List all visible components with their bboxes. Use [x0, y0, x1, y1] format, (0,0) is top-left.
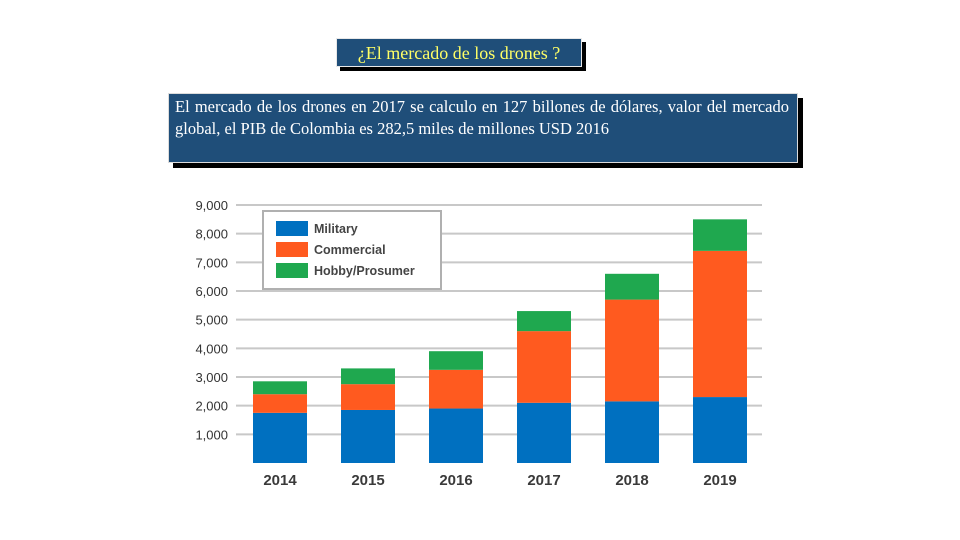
legend-label: Military: [314, 222, 358, 236]
bar-hobby-prosumer-2014: [253, 381, 307, 395]
legend-swatch: [276, 242, 308, 257]
page-title: ¿El mercado de los drones ?: [336, 38, 582, 67]
chart-svg: 1,000 2,000 3,000 4,000 5,000 6,000 7,000 8,000…: [195, 198, 762, 489]
legend-label: Commercial: [314, 243, 386, 257]
bar-military-2017: [517, 402, 571, 463]
y-tick-label: 6,000: [195, 284, 228, 299]
bar-commercial-2015: [341, 384, 395, 410]
x-tick-label: 2018: [615, 472, 648, 489]
bar-military-2014: [253, 412, 307, 463]
x-tick-label: 2017: [527, 472, 560, 489]
x-tick-label: 2016: [439, 472, 472, 489]
bar-hobby-prosumer-2018: [605, 273, 659, 300]
y-tick-label: 5,000: [195, 313, 228, 328]
x-tick-label: 2014: [263, 472, 297, 489]
y-tick-label: 2,000: [195, 399, 228, 414]
legend-swatch: [276, 221, 308, 236]
x-tick-label: 2015: [351, 472, 384, 489]
y-tick-label: 4,000: [195, 341, 228, 356]
bar-commercial-2016: [429, 369, 483, 409]
y-tick-label: 8,000: [195, 227, 228, 242]
bar-military-2015: [341, 409, 395, 463]
bar-commercial-2014: [253, 394, 307, 413]
description-text: El mercado de los drones en 2017 se calc…: [168, 93, 798, 163]
bar-commercial-2018: [605, 299, 659, 402]
legend-swatch: [276, 263, 308, 278]
bar-hobby-prosumer-2015: [341, 368, 395, 385]
x-tick-label: 2019: [703, 472, 736, 489]
bar-commercial-2019: [693, 250, 747, 398]
bar-commercial-2017: [517, 331, 571, 403]
legend-label: Hobby/Prosumer: [314, 264, 415, 278]
stacked-bar-chart: 1,000 2,000 3,000 4,000 5,000 6,000 7,000 8,000…: [168, 190, 780, 500]
y-tick-label: 1,000: [195, 427, 228, 442]
y-tick-label: 7,000: [195, 255, 228, 270]
bar-military-2019: [693, 397, 747, 463]
y-tick-label: 9,000: [195, 198, 228, 213]
bar-hobby-prosumer-2017: [517, 311, 571, 332]
bar-hobby-prosumer-2019: [693, 219, 747, 251]
bar-military-2016: [429, 408, 483, 463]
bar-hobby-prosumer-2016: [429, 351, 483, 370]
bar-military-2018: [605, 401, 659, 463]
y-tick-label: 3,000: [195, 370, 228, 385]
